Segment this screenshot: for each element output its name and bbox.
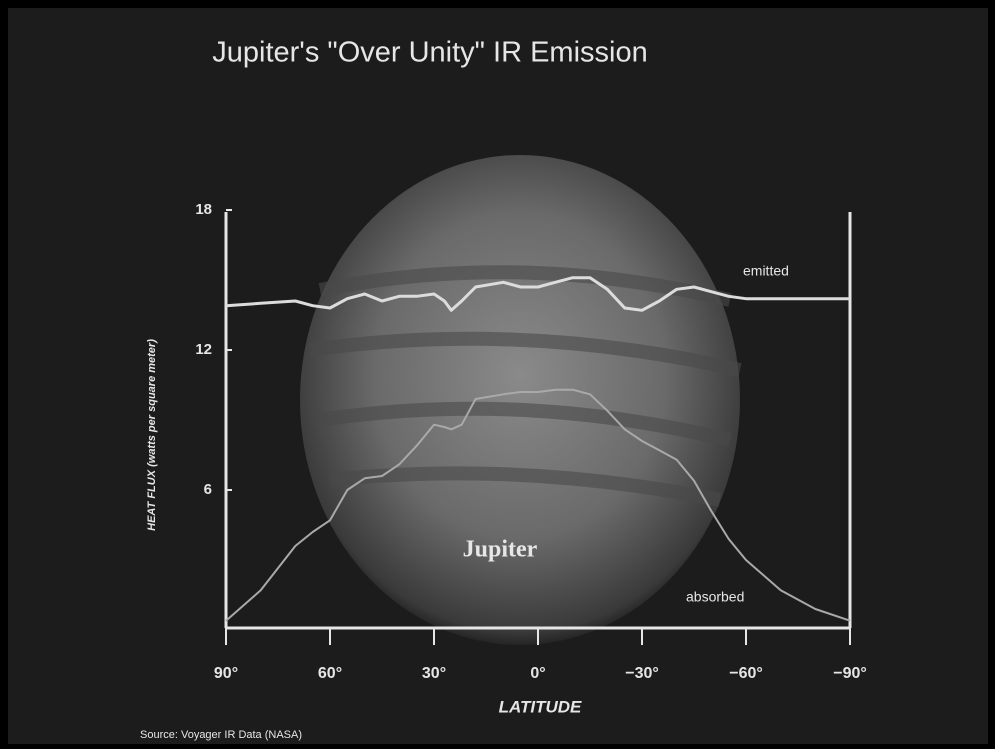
x-tick-label: −30°: [625, 665, 659, 682]
x-tick-label: −60°: [729, 665, 763, 682]
chart-title: Jupiter's "Over Unity" IR Emission: [212, 37, 647, 69]
x-tick-label: 60°: [318, 665, 342, 682]
x-tick-label: 90°: [214, 665, 238, 682]
series-line: [225, 276, 850, 312]
x-tick-label: 0°: [530, 665, 545, 682]
y-tick-label: 18: [195, 201, 212, 218]
y-axis-label: HEAT FLUX (watts per square meter): [146, 339, 158, 531]
x-tick-label: 30°: [422, 665, 446, 682]
series-line: [225, 388, 851, 622]
planet-annotation: Jupiter: [463, 537, 538, 563]
source-note: Source: Voyager IR Data (NASA): [140, 729, 302, 741]
series-label: absorbed: [686, 589, 744, 605]
planet-bands: [309, 265, 742, 507]
series-label: emitted: [743, 263, 789, 279]
y-tick-label: 6: [204, 481, 212, 498]
y-tick-label: 12: [195, 341, 212, 358]
x-axis-label: LATITUDE: [499, 697, 582, 716]
x-tick-label: −90°: [833, 665, 867, 682]
planet-image: [300, 155, 740, 645]
